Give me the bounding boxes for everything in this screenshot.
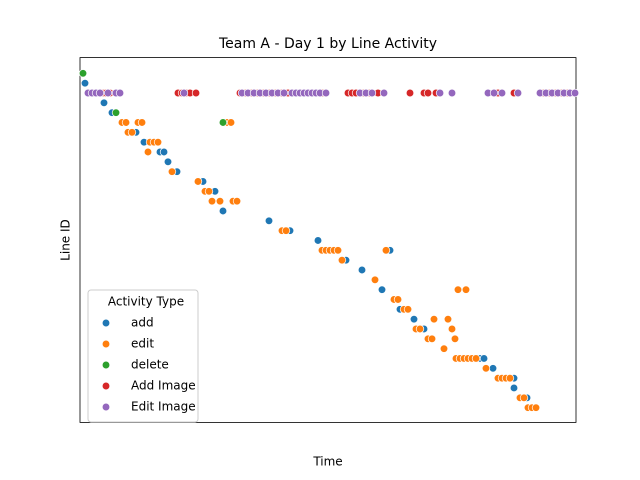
point — [481, 364, 491, 373]
point — [215, 197, 225, 206]
point — [453, 285, 463, 294]
legend-marker — [101, 381, 111, 391]
point — [232, 197, 242, 206]
point — [281, 226, 291, 235]
point — [167, 167, 177, 176]
point — [78, 69, 88, 78]
legend-marker — [101, 339, 111, 349]
point — [357, 265, 367, 275]
point — [80, 79, 90, 88]
point — [479, 354, 489, 363]
point — [370, 275, 380, 284]
point — [531, 403, 541, 412]
point — [121, 118, 131, 127]
point — [99, 98, 109, 107]
point — [513, 88, 523, 98]
point — [393, 295, 403, 304]
point — [427, 334, 437, 343]
point — [95, 88, 105, 98]
point — [103, 88, 113, 98]
legend-marker — [101, 360, 111, 370]
point — [321, 88, 331, 98]
point — [337, 256, 347, 265]
legend-label: delete — [131, 358, 169, 372]
point — [447, 88, 457, 98]
legend-title: Activity Type — [108, 295, 184, 309]
point — [137, 118, 147, 127]
legend: Activity Type add edit delete Add Image Edit… — [87, 289, 199, 423]
point — [435, 88, 445, 98]
point — [218, 206, 228, 216]
point — [226, 118, 236, 127]
point — [111, 108, 121, 117]
y-axis-label: Line ID — [59, 219, 73, 261]
point — [204, 187, 214, 196]
legend-box — [87, 289, 199, 423]
point — [153, 138, 163, 147]
point — [264, 216, 274, 225]
point — [207, 197, 217, 206]
point — [423, 88, 433, 98]
point — [377, 285, 387, 294]
point — [450, 334, 460, 343]
point — [447, 324, 457, 334]
point — [409, 315, 419, 324]
point — [159, 147, 169, 157]
point — [488, 364, 498, 373]
point — [163, 157, 173, 166]
point — [313, 236, 323, 245]
point — [191, 88, 201, 98]
point — [379, 88, 389, 98]
point — [279, 88, 289, 98]
legend-label: Edit Image — [131, 400, 196, 414]
point — [570, 88, 580, 98]
point — [509, 383, 519, 393]
point — [505, 374, 515, 383]
point — [381, 246, 391, 255]
point — [519, 393, 529, 402]
x-axis-label: Time — [312, 455, 342, 469]
legend-label: edit — [131, 337, 154, 351]
legend-marker — [101, 318, 111, 328]
point — [415, 324, 425, 334]
point — [429, 315, 439, 324]
point — [405, 88, 415, 98]
point — [497, 88, 507, 98]
legend-marker — [101, 402, 111, 412]
point — [403, 305, 413, 314]
legend-label: Add Image — [131, 379, 196, 393]
point — [461, 285, 471, 294]
legend-label: add — [131, 316, 154, 330]
point — [115, 88, 125, 98]
point — [218, 118, 228, 127]
point — [179, 88, 189, 98]
point — [443, 315, 453, 324]
point — [333, 246, 343, 255]
chart-title: Team A - Day 1 by Line Activity — [218, 36, 437, 52]
point — [193, 177, 203, 186]
point — [439, 344, 449, 353]
point — [489, 88, 499, 98]
point — [127, 128, 137, 137]
plot-frame — [79, 57, 577, 423]
point — [471, 354, 481, 363]
points — [78, 69, 580, 412]
point — [143, 147, 153, 157]
point — [367, 88, 377, 98]
